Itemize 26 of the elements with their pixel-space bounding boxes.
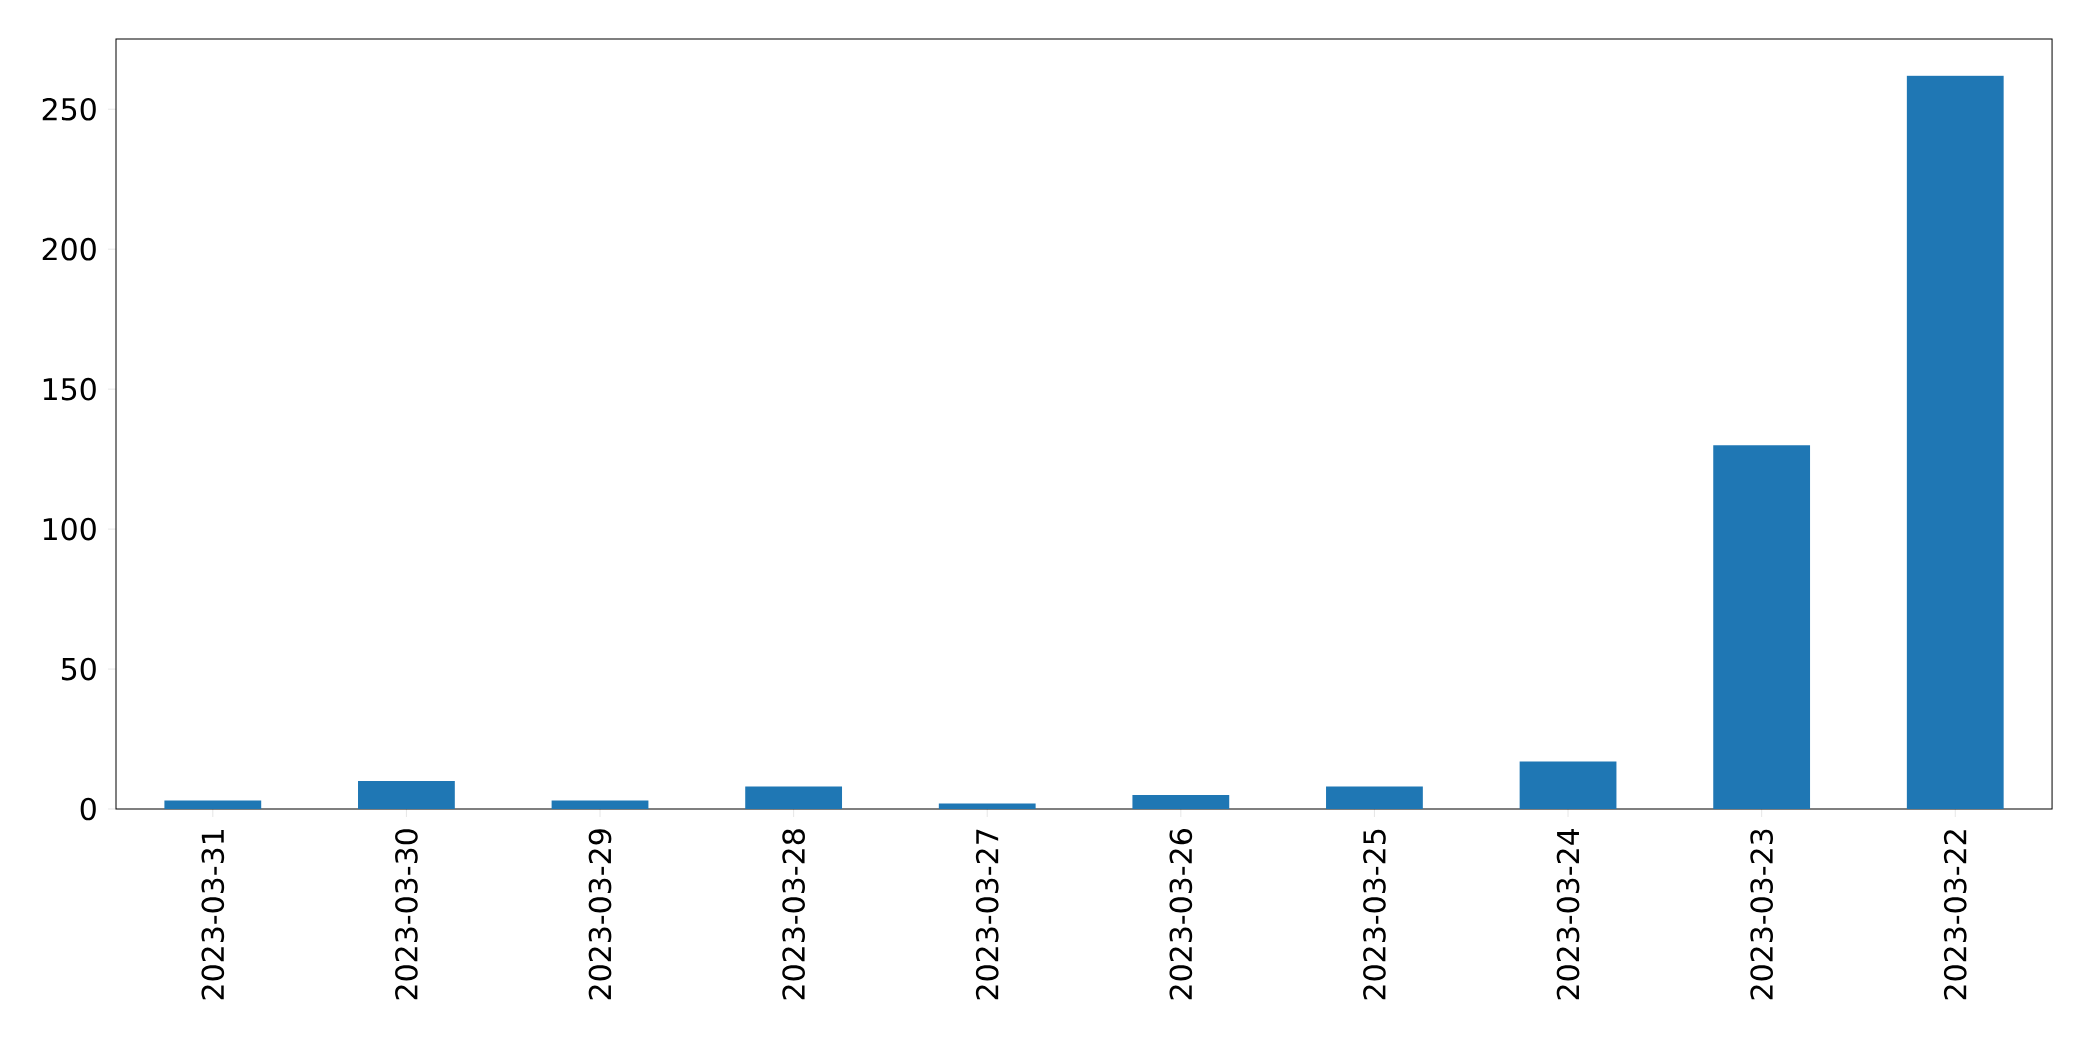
x-tick-label: 2023-03-28 xyxy=(782,829,805,1000)
y-tick-label: 100 xyxy=(43,517,96,541)
y-tick-label: 250 xyxy=(42,97,96,121)
x-tick-label: 2023-03-24 xyxy=(1556,828,1580,1000)
x-tick-label: 2023-03-26 xyxy=(1169,829,1193,1000)
bar xyxy=(938,803,1036,809)
bar xyxy=(745,786,843,809)
x-tick-label: 2023-03-31 xyxy=(201,830,225,1000)
y-tick-label: 150 xyxy=(43,377,96,401)
bar xyxy=(1326,786,1423,809)
y-tick-label: 50 xyxy=(61,657,96,681)
x-tick-label: 2023-03-27 xyxy=(975,829,999,1000)
bar xyxy=(1906,75,2004,809)
x-tick-label: 2023-03-29 xyxy=(588,829,612,1000)
x-tick-label: 2023-03-22 xyxy=(1943,830,1967,1000)
bar xyxy=(551,800,649,809)
bar xyxy=(1132,795,1230,809)
bar xyxy=(358,781,455,809)
bar xyxy=(164,800,262,809)
y-tick-label: 0 xyxy=(80,797,96,821)
bar xyxy=(1713,445,1811,809)
y-tick-label: 200 xyxy=(42,237,96,261)
x-tick-label: 2023-03-23 xyxy=(1750,829,1773,1000)
x-tick-label: 2023-03-30 xyxy=(395,829,418,1000)
bar xyxy=(1519,761,1617,809)
x-tick-label: 2023-03-25 xyxy=(1363,829,1386,1000)
